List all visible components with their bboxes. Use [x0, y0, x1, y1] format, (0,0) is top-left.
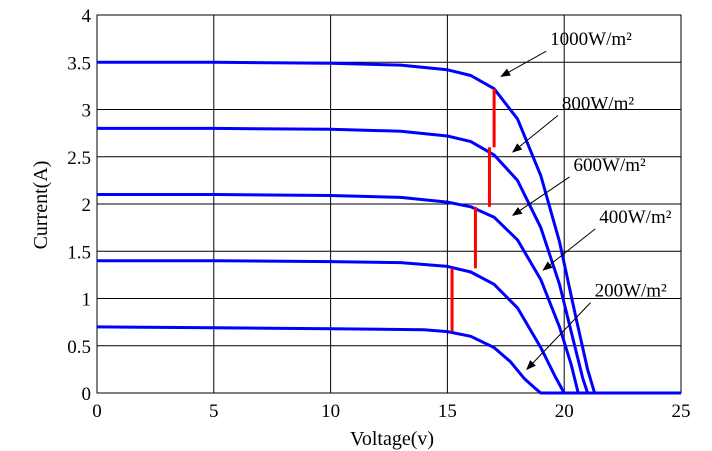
y-axis-label: Current(A)	[30, 161, 52, 250]
mpp-layer	[450, 88, 496, 332]
series-line-2	[97, 126, 681, 395]
annotation-arrow	[500, 50, 547, 77]
series-layer	[96, 60, 681, 395]
x-tick-label: 15	[438, 401, 457, 422]
annotation-label: 200W/m²	[595, 281, 667, 302]
grid	[96, 14, 682, 394]
y-tick-label: 1	[82, 290, 92, 311]
annotation-arrow	[542, 228, 596, 271]
x-axis-label: Voltage(v)	[350, 428, 434, 450]
y-tick-label: 2	[82, 195, 92, 216]
x-tick-label: 10	[321, 401, 340, 422]
annotation-label: 1000W/m²	[550, 29, 632, 50]
plot-border	[96, 14, 682, 394]
y-tick-labels: 0 0.5 1 1.5 2 2.5 3 3.5 4	[67, 6, 91, 405]
y-tick-label: 1.5	[67, 242, 91, 263]
annotation-arrow	[511, 176, 570, 216]
series-line-5	[96, 325, 681, 395]
y-tick-label: 2.5	[67, 148, 91, 169]
y-tick-label: 0	[82, 384, 92, 405]
series-line-1	[97, 60, 681, 395]
annotation-arrow	[526, 302, 591, 371]
x-tick-label: 5	[209, 401, 219, 422]
annotation-label: 400W/m²	[599, 207, 671, 228]
y-tick-label: 4	[82, 6, 92, 27]
annotation-label: 800W/m²	[562, 94, 634, 115]
series-line-4	[97, 259, 681, 395]
x-tick-label: 20	[555, 401, 574, 422]
x-tick-label: 0	[92, 401, 102, 422]
annotation-arrow	[512, 115, 559, 153]
y-tick-label: 3.5	[67, 53, 91, 74]
annotation-label: 600W/m²	[574, 155, 646, 176]
y-tick-label: 3	[82, 101, 92, 122]
x-tick-labels: 0 5 10 15 20 25	[92, 401, 690, 422]
plot-frame	[96, 14, 682, 394]
series-line-3	[97, 193, 681, 395]
annotation-layer: 1000W/m² 800W/m² 600W/m² 400W/m² 200W/m²	[500, 29, 672, 371]
x-tick-label: 25	[672, 401, 691, 422]
y-tick-label: 0.5	[67, 337, 91, 358]
